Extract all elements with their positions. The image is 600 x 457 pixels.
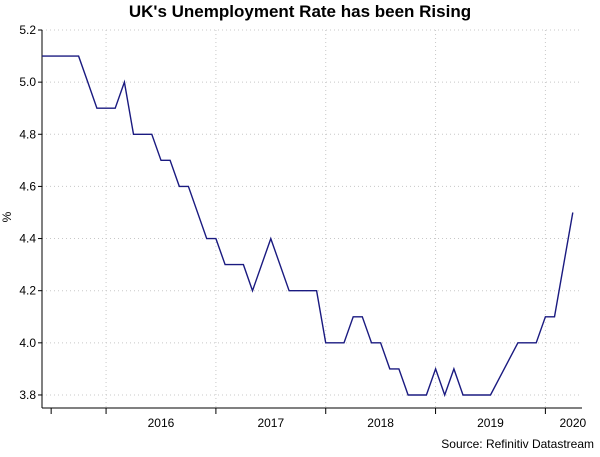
x-axis: 2016 2017 2018 2019 2020 bbox=[42, 407, 587, 430]
x-tick-label: 2016 bbox=[148, 416, 175, 430]
x-tick-label: 2019 bbox=[477, 416, 504, 430]
x-tick-label: 2020 bbox=[559, 416, 586, 430]
chart-title: UK's Unemployment Rate has been Rising bbox=[129, 2, 471, 21]
y-tick-label: 4.2 bbox=[19, 284, 36, 298]
y-tick-label: 4.4 bbox=[19, 232, 36, 246]
x-tick-label: 2017 bbox=[257, 416, 284, 430]
series-line bbox=[42, 55, 574, 398]
source-note: Source: Refinitiv Datastream bbox=[441, 437, 594, 451]
y-tick-label: 4.6 bbox=[19, 179, 36, 193]
y-tick-label: 5.0 bbox=[19, 75, 36, 89]
x-tick-label: 2018 bbox=[367, 416, 394, 430]
y-tick-label: 3.8 bbox=[19, 388, 36, 402]
y-axis-label: % bbox=[0, 211, 14, 222]
y-tick-label: 4.0 bbox=[19, 336, 36, 350]
plot-area bbox=[42, 55, 574, 398]
y-tick-label: 5.2 bbox=[19, 23, 36, 37]
y-axis: 3.8 4.0 4.2 4.4 4.6 4.8 5.0 5.2 bbox=[19, 23, 43, 408]
y-tick-label: 4.8 bbox=[19, 127, 36, 141]
